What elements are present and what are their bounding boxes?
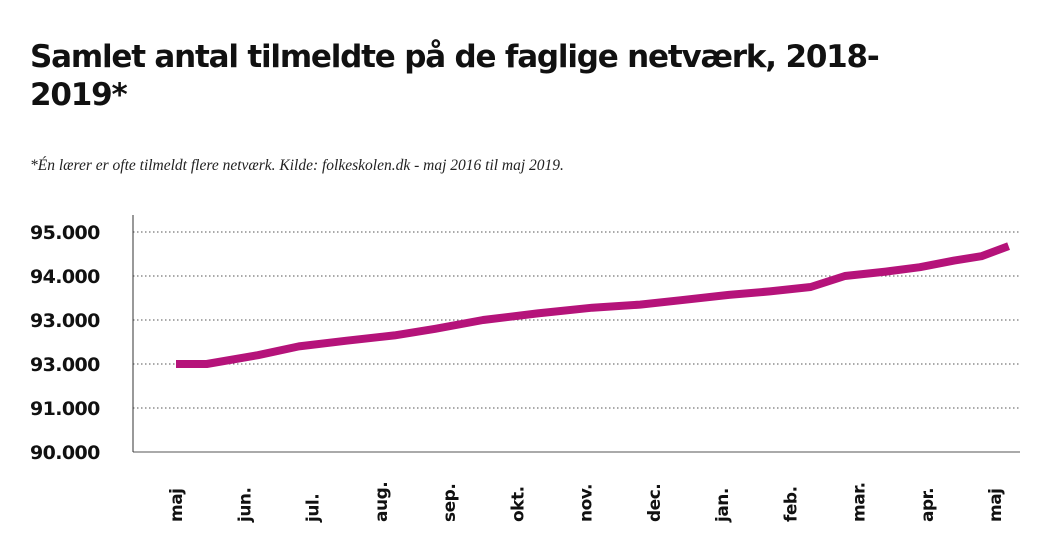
x-tick-label: okt. [508,486,528,522]
y-tick-label: 94.000 [30,266,100,288]
x-tick-labels: maj jun. jul. aug. sep. okt. nov. dec. jan. feb. m… [167,482,1006,523]
y-tick-label: 95.000 [30,222,100,244]
chart-title: Samlet antal tilmeldte på de faglige net… [30,39,880,113]
y-tick-label: 93.000 [30,354,100,376]
x-tick-label: maj [986,488,1006,522]
series-line [176,242,1010,368]
x-tick-label: jan. [713,488,733,523]
gridlines [133,231,1020,453]
x-tick-label: jun. [235,488,255,524]
x-tick-label: apr. [918,488,938,522]
chart-subtitle: *Én lærer er ofte tilmeldt flere netværk… [30,157,564,174]
x-tick-label: feb. [781,486,801,522]
x-tick-label: maj [167,488,187,522]
y-tick-label: 91.000 [30,398,100,420]
x-tick-label: sep. [440,484,460,522]
y-tick-label: 93.000 [30,310,100,332]
x-tick-label: aug. [372,482,392,522]
y-tick-labels: 95.000 94.000 93.000 93.000 91.000 90.000 [30,222,101,464]
y-tick-label: 90.000 [30,442,100,464]
x-tick-label: jul. [304,494,324,523]
x-tick-label: mar. [850,482,870,522]
x-tick-label: nov. [577,484,597,522]
x-tick-label: dec. [645,484,665,522]
